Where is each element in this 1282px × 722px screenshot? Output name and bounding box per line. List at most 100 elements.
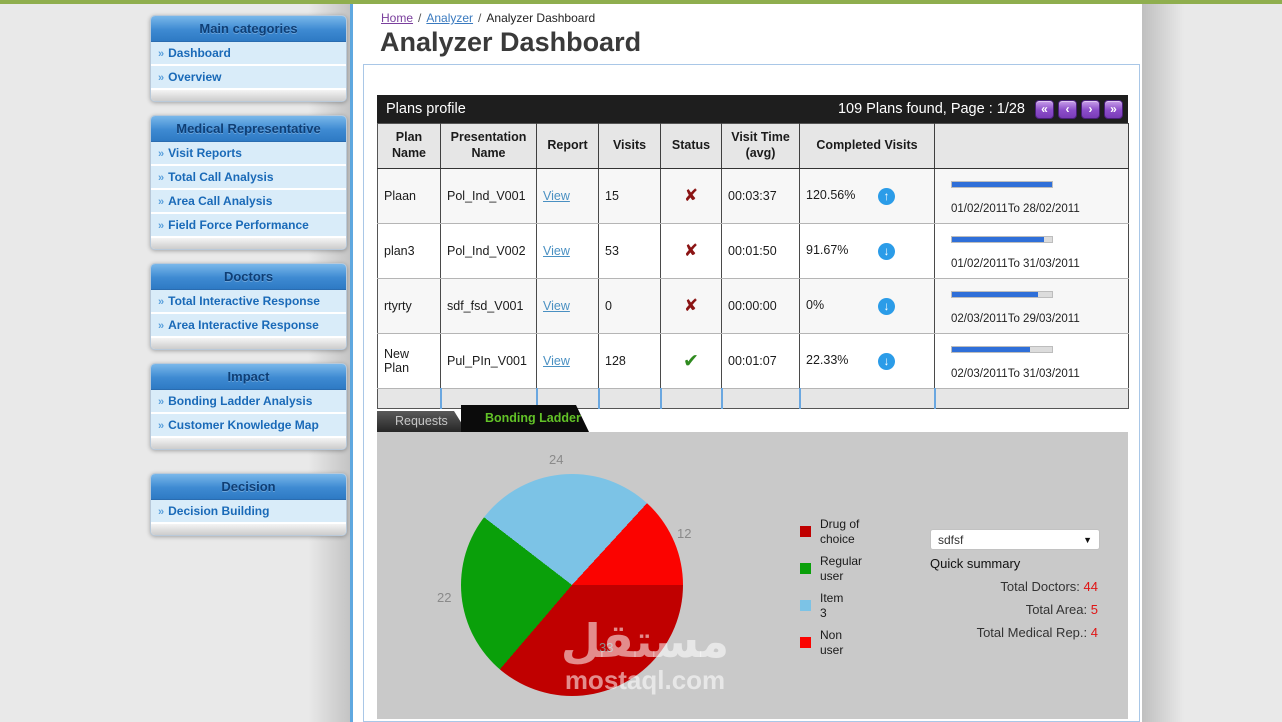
legend-item-regular-user: Regular user — [800, 554, 876, 584]
visits-cell: 53 — [598, 223, 661, 279]
last-page-button[interactable]: » — [1104, 99, 1123, 119]
plan-name-cell: Plaan — [377, 168, 441, 224]
top-accent-bar — [0, 0, 1282, 4]
chevron-right-icon: » — [158, 72, 165, 84]
date-progress-bar — [951, 291, 1053, 298]
sidebar-item-overview[interactable]: » Overview — [151, 66, 346, 90]
chevron-right-icon: » — [158, 296, 165, 308]
breadcrumb-separator: / — [478, 11, 482, 25]
presentation-name-cell: Pol_Ind_V001 — [440, 168, 537, 224]
col-visits: Visits — [598, 123, 661, 169]
legend-swatch-icon — [800, 526, 811, 537]
tab-requests[interactable]: Requests — [377, 411, 467, 432]
sidebar-panel-footer — [151, 438, 346, 449]
sidebar-item-field-force-performance[interactable]: » Field Force Performance — [151, 214, 346, 238]
table-row: New Plan Pul_PIn_V001 View 128 ✔ 00:01:0… — [377, 333, 1129, 389]
sidebar-item-area-interactive-response[interactable]: » Area Interactive Response — [151, 314, 346, 338]
table-row: Plaan Pol_Ind_V001 View 15 ✘ 00:03:37 12… — [377, 168, 1129, 224]
pie-chart — [461, 474, 683, 696]
sidebar-item-label: Bonding Ladder Analysis — [168, 394, 313, 408]
chevron-right-icon: » — [158, 506, 165, 518]
next-page-button[interactable]: › — [1081, 99, 1100, 119]
chevron-right-icon: » — [158, 420, 165, 432]
chevron-right-icon: » — [158, 220, 165, 232]
sidebar-item-visit-reports[interactable]: » Visit Reports — [151, 142, 346, 166]
dropdown-selected-value: sdfsf — [938, 532, 964, 547]
chevron-right-icon: » — [158, 48, 165, 60]
visits-cell: 128 — [598, 333, 661, 389]
chevron-right-icon: » — [158, 196, 165, 208]
completed-percent: 0% — [806, 298, 825, 313]
completed-percent: 120.56% — [806, 188, 856, 203]
summary-dropdown[interactable]: sdfsf ▼ — [930, 529, 1100, 550]
plans-title: Plans profile — [386, 101, 466, 117]
visits-cell: 15 — [598, 168, 661, 224]
status-cross-icon: ✘ — [683, 186, 699, 205]
sidebar-item-total-call-analysis[interactable]: » Total Call Analysis — [151, 166, 346, 190]
date-range: 01/02/2011To 31/03/2011 — [951, 258, 1080, 270]
trend-down-icon: ↓ — [878, 297, 895, 315]
sidebar-item-decision-building[interactable]: » Decision Building — [151, 500, 346, 524]
sidebar-item-total-interactive-response[interactable]: » Total Interactive Response — [151, 290, 346, 314]
visits-cell: 0 — [598, 278, 661, 334]
breadcrumb-separator: / — [418, 11, 422, 25]
sidebar-item-label: Decision Building — [168, 504, 270, 518]
view-report-link[interactable]: View — [543, 354, 570, 368]
col-presentation-name: Presentation Name — [440, 123, 537, 169]
view-report-link[interactable]: View — [543, 244, 570, 258]
date-progress-bar — [951, 346, 1053, 353]
sidebar-item-bonding-ladder-analysis[interactable]: » Bonding Ladder Analysis — [151, 390, 346, 414]
status-cross-icon: ✘ — [683, 296, 699, 315]
presentation-name-cell: Pol_Ind_V002 — [440, 223, 537, 279]
sidebar-panel-footer — [151, 90, 346, 101]
first-page-button[interactable]: « — [1035, 99, 1054, 119]
tab-bonding-ladder[interactable]: Bonding Ladder — [461, 405, 589, 432]
col-visit-time: Visit Time (avg) — [721, 123, 800, 169]
sidebar-item-customer-knowledge-map[interactable]: » Customer Knowledge Map — [151, 414, 346, 438]
sidebar-item-label: Field Force Performance — [168, 218, 309, 232]
breadcrumb-analyzer-link[interactable]: Analyzer — [426, 11, 474, 25]
visit-time-cell: 00:03:37 — [721, 168, 800, 224]
breadcrumb-home-link[interactable]: Home — [381, 11, 414, 25]
sidebar-panel-title: Medical Representative — [151, 116, 346, 142]
visit-time-cell: 00:01:50 — [721, 223, 800, 279]
trend-down-icon: ↓ — [878, 352, 895, 370]
sidebar-panel-footer — [151, 238, 346, 249]
sidebar-item-label: Dashboard — [168, 46, 231, 60]
col-date-range — [934, 123, 1129, 169]
col-completed-visits: Completed Visits — [799, 123, 935, 169]
table-footer-row — [377, 388, 1129, 409]
prev-page-button[interactable]: ‹ — [1058, 99, 1077, 119]
plan-name-cell: plan3 — [377, 223, 441, 279]
plans-table: Plan Name Presentation Name Report Visit… — [377, 123, 1129, 409]
date-progress-bar — [951, 181, 1053, 188]
dashboard-panel: Plans profile 109 Plans found, Page : 1/… — [363, 64, 1140, 722]
sidebar-item-label: Visit Reports — [168, 146, 242, 160]
sidebar-item-label: Customer Knowledge Map — [168, 418, 319, 432]
plans-table-header-bar: Plans profile 109 Plans found, Page : 1/… — [377, 95, 1128, 123]
table-header-row: Plan Name Presentation Name Report Visit… — [377, 123, 1129, 169]
presentation-name-cell: sdf_fsd_V001 — [440, 278, 537, 334]
completed-percent: 91.67% — [806, 243, 849, 258]
view-report-link[interactable]: View — [543, 299, 570, 313]
sidebar-panel-medical-representative: Medical Representative » Visit Reports » T… — [150, 115, 347, 250]
date-range: 01/02/2011To 28/02/2011 — [951, 203, 1080, 215]
table-row: rtyrty sdf_fsd_V001 View 0 ✘ 00:00:00 0%… — [377, 278, 1129, 334]
legend-item-item-3: Item 3 — [800, 591, 876, 621]
status-check-icon: ✔ — [683, 350, 699, 372]
chevron-right-icon: » — [158, 396, 165, 408]
total-area: Total Area: 5 — [1025, 602, 1098, 617]
sidebar-item-dashboard[interactable]: » Dashboard — [151, 42, 346, 66]
quick-summary-heading: Quick summary — [930, 556, 1021, 571]
presentation-name-cell: Pul_PIn_V001 — [440, 333, 537, 389]
sidebar-panel-title: Impact — [151, 364, 346, 390]
chevron-down-icon: ▼ — [1083, 534, 1092, 545]
sidebar-item-label: Area Interactive Response — [168, 318, 319, 332]
sidebar-item-label: Overview — [168, 70, 222, 84]
page-title: Analyzer Dashboard — [380, 27, 642, 57]
pie-label-regular-user: 22 — [437, 590, 452, 605]
plans-table-section: Plans profile 109 Plans found, Page : 1/… — [377, 95, 1129, 409]
sidebar-item-area-call-analysis[interactable]: » Area Call Analysis — [151, 190, 346, 214]
view-report-link[interactable]: View — [543, 189, 570, 203]
table-row: plan3 Pol_Ind_V002 View 53 ✘ 00:01:50 91… — [377, 223, 1129, 279]
